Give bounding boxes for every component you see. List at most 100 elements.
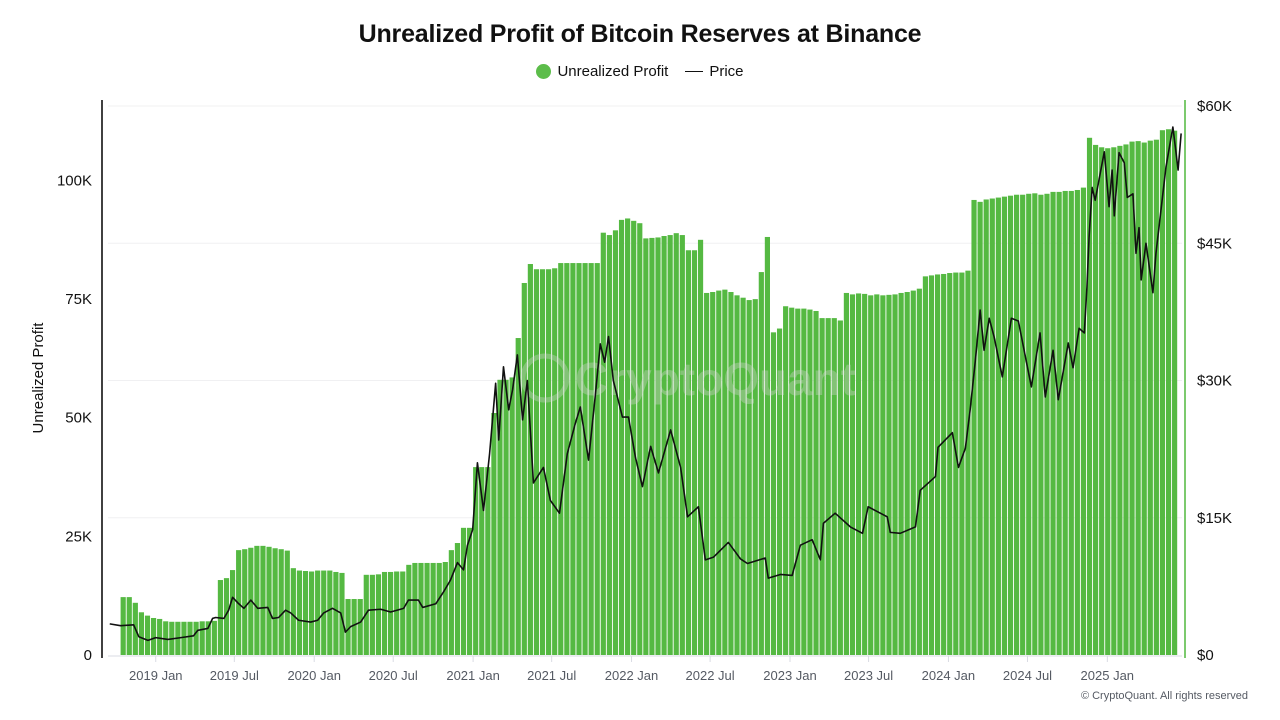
x-tick-label: 2019 Jan bbox=[129, 668, 183, 683]
bar-unrealized-profit bbox=[831, 318, 837, 655]
bar-unrealized-profit bbox=[776, 328, 783, 655]
bar-unrealized-profit bbox=[503, 379, 509, 655]
bar-unrealized-profit bbox=[157, 618, 163, 655]
x-tick-label: 2024 Jan bbox=[922, 668, 976, 683]
bar-unrealized-profit bbox=[843, 292, 849, 655]
bar-unrealized-profit bbox=[661, 236, 667, 655]
bar-unrealized-profit bbox=[302, 571, 309, 655]
bar-unrealized-profit bbox=[989, 198, 995, 655]
legend-item-unrealized-profit[interactable]: Unrealized Profit bbox=[536, 63, 668, 80]
bar-unrealized-profit bbox=[722, 289, 728, 655]
bar-unrealized-profit bbox=[527, 264, 533, 655]
bar-unrealized-profit bbox=[971, 199, 977, 655]
bar-unrealized-profit bbox=[1165, 129, 1172, 655]
x-tick-label: 2022 Jul bbox=[686, 668, 735, 683]
bar-unrealized-profit bbox=[533, 269, 540, 655]
bar-unrealized-profit bbox=[655, 237, 661, 655]
bar-unrealized-profit bbox=[886, 294, 892, 655]
bar-unrealized-profit bbox=[181, 621, 187, 655]
bar-unrealized-profit bbox=[995, 197, 1001, 655]
bar-unrealized-profit bbox=[618, 219, 625, 655]
bar-unrealized-profit bbox=[874, 294, 880, 655]
bar-unrealized-profit bbox=[546, 269, 552, 655]
bar-unrealized-profit bbox=[1093, 144, 1099, 655]
bar-unrealized-profit bbox=[855, 293, 862, 655]
bar-unrealized-profit bbox=[752, 299, 758, 655]
bar-unrealized-profit bbox=[187, 621, 193, 655]
bar-unrealized-profit bbox=[825, 318, 831, 655]
legend-line-marker-icon bbox=[685, 70, 704, 72]
bar-unrealized-profit bbox=[673, 233, 679, 656]
bar-unrealized-profit bbox=[746, 300, 752, 655]
bar-unrealized-profit bbox=[345, 599, 351, 655]
y-left-tick-label: 100K bbox=[57, 173, 92, 190]
bar-unrealized-profit bbox=[941, 273, 947, 655]
bar-unrealized-profit bbox=[254, 545, 260, 655]
bar-unrealized-profit bbox=[1026, 193, 1032, 655]
bar-unrealized-profit bbox=[412, 562, 418, 655]
bar-unrealized-profit bbox=[819, 318, 825, 655]
bar-unrealized-profit bbox=[229, 570, 236, 655]
bar-unrealized-profit bbox=[1135, 141, 1141, 656]
bar-unrealized-profit bbox=[448, 550, 454, 655]
bar-unrealized-profit bbox=[1086, 137, 1093, 656]
bar-unrealized-profit bbox=[163, 621, 169, 655]
bar-unrealized-profit bbox=[1001, 196, 1008, 655]
bar-unrealized-profit bbox=[485, 467, 491, 655]
bar-unrealized-profit bbox=[1050, 191, 1056, 655]
bar-unrealized-profit bbox=[600, 232, 606, 655]
bar-unrealized-profit bbox=[922, 276, 929, 655]
watermark: CryptoQuant bbox=[520, 353, 856, 405]
y-left-tick-label: 0 bbox=[84, 647, 92, 664]
bar-unrealized-profit bbox=[381, 571, 388, 655]
bar-unrealized-profit bbox=[388, 571, 394, 655]
bar-unrealized-profit bbox=[606, 235, 612, 655]
bar-unrealized-profit bbox=[473, 467, 479, 655]
x-tick-label: 2025 Jan bbox=[1081, 668, 1135, 683]
chart-title: Unrealized Profit of Bitcoin Reserves at… bbox=[358, 20, 922, 48]
bar-unrealized-profit bbox=[248, 547, 254, 655]
bar-unrealized-profit bbox=[892, 294, 898, 655]
y-right-tick-label: $45K bbox=[1197, 235, 1232, 252]
y-left-tick-label: 25K bbox=[65, 528, 92, 545]
bar-unrealized-profit bbox=[242, 549, 248, 655]
bar-unrealized-profit bbox=[959, 272, 965, 655]
bar-unrealized-profit bbox=[552, 268, 558, 655]
bar-unrealized-profit bbox=[558, 263, 564, 655]
bar-unrealized-profit bbox=[436, 562, 442, 655]
bar-unrealized-profit bbox=[515, 338, 521, 655]
bar-unrealized-profit bbox=[1105, 148, 1111, 656]
bar-unrealized-profit bbox=[965, 270, 971, 655]
bar-unrealized-profit bbox=[339, 572, 345, 655]
bar-unrealized-profit bbox=[667, 235, 673, 655]
legend-item-price[interactable]: Price bbox=[685, 63, 744, 80]
bar-unrealized-profit bbox=[1062, 190, 1068, 655]
bar-unrealized-profit bbox=[418, 562, 424, 655]
bar-unrealized-profit bbox=[734, 295, 740, 655]
bar-unrealized-profit bbox=[728, 292, 734, 655]
bar-unrealized-profit bbox=[1014, 194, 1020, 656]
y-right-tick-label: $15K bbox=[1197, 510, 1232, 527]
axes bbox=[101, 100, 1186, 658]
bar-unrealized-profit bbox=[594, 263, 600, 655]
bar-unrealized-profit bbox=[1032, 193, 1038, 655]
y-right-tick-label: $30K bbox=[1197, 373, 1232, 390]
bar-unrealized-profit bbox=[351, 599, 357, 655]
bar-unrealized-profit bbox=[716, 290, 722, 655]
x-tick-label: 2021 Jul bbox=[527, 668, 576, 683]
bar-unrealized-profit bbox=[199, 621, 205, 655]
bar-unrealized-profit bbox=[369, 574, 375, 655]
y-right-tick-label: $60K bbox=[1197, 98, 1232, 115]
bar-unrealized-profit bbox=[278, 549, 284, 655]
legend: Unrealized Profit Price bbox=[0, 61, 1280, 81]
bar-unrealized-profit bbox=[479, 467, 485, 655]
bar-unrealized-profit bbox=[223, 578, 230, 655]
price-line bbox=[109, 126, 1182, 642]
bar-unrealized-profit bbox=[491, 413, 497, 655]
bar-unrealized-profit bbox=[685, 250, 691, 655]
bar-unrealized-profit bbox=[357, 599, 363, 655]
watermark-logo-icon bbox=[520, 353, 570, 403]
bar-unrealized-profit bbox=[375, 574, 382, 655]
bar-unrealized-profit bbox=[205, 621, 211, 655]
